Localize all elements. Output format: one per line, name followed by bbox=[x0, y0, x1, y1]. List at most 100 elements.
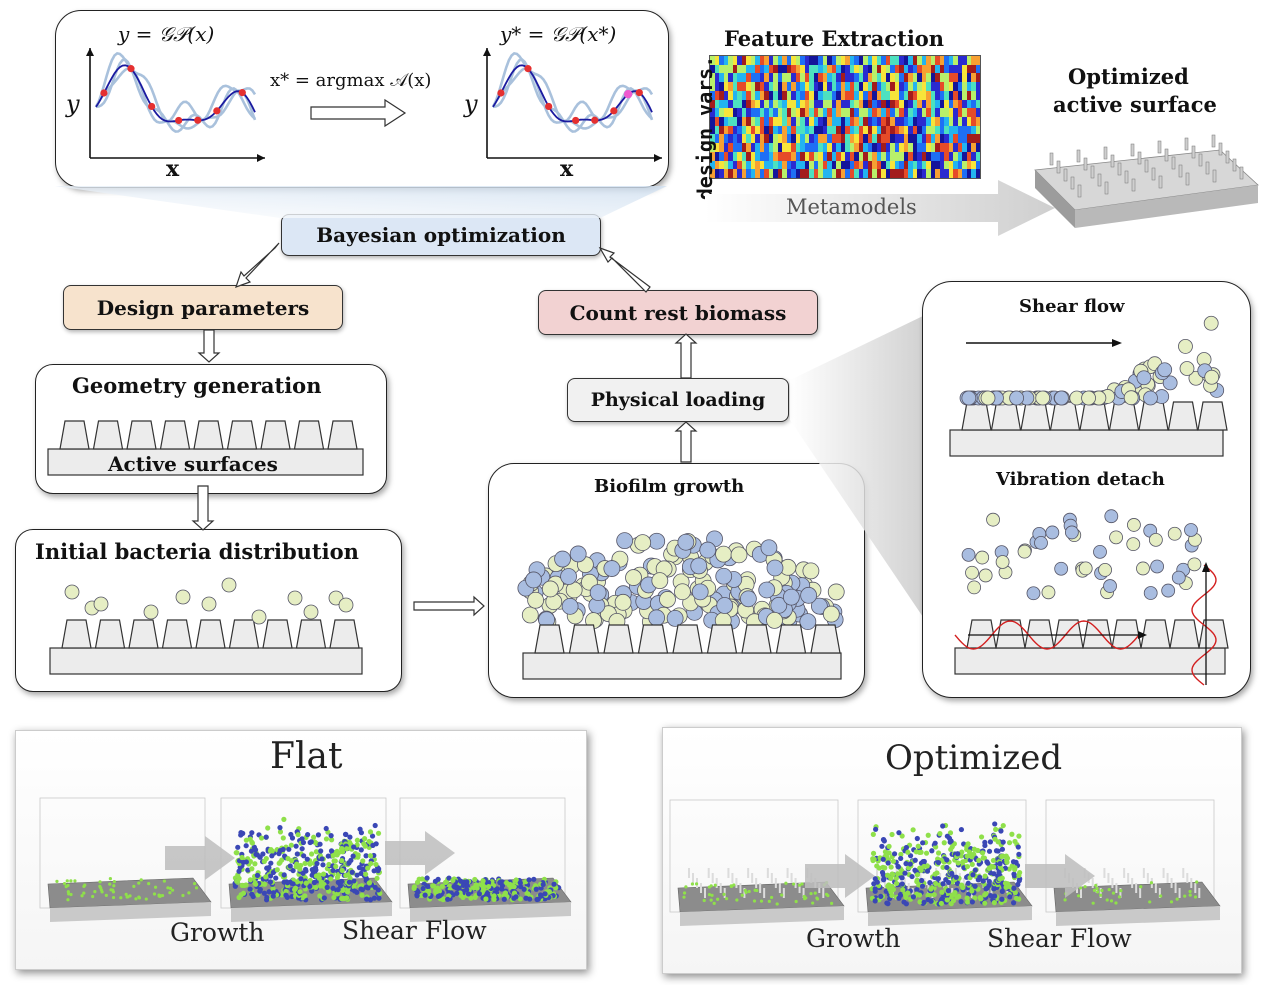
heatmap-cell bbox=[876, 82, 882, 91]
heatmap-cell bbox=[746, 125, 751, 135]
heatmap-cell bbox=[867, 73, 873, 83]
heatmap-cell bbox=[719, 90, 724, 100]
sim-cell bbox=[540, 881, 546, 888]
sim-cell bbox=[288, 831, 294, 838]
heatmap-cell bbox=[939, 82, 945, 91]
surface-peg bbox=[1184, 137, 1189, 151]
heatmap-cell bbox=[854, 125, 859, 135]
heatmap-cell bbox=[773, 99, 778, 109]
heatmap-cell bbox=[894, 64, 900, 74]
heatmap-cell bbox=[863, 64, 868, 74]
heatmap-cell bbox=[854, 108, 859, 118]
sim-cell bbox=[914, 879, 920, 885]
sim-peg bbox=[770, 873, 773, 883]
vertical-vibration-arrowhead bbox=[1202, 562, 1210, 572]
sim-cell bbox=[971, 846, 977, 852]
heatmap-cell bbox=[948, 125, 954, 135]
surface-peg bbox=[1151, 167, 1156, 181]
pillar bbox=[128, 619, 159, 649]
heatmap-cell bbox=[710, 134, 715, 144]
heatmap-cell bbox=[845, 117, 850, 126]
heatmap-cell bbox=[962, 73, 967, 83]
sim-cell bbox=[707, 892, 712, 897]
heatmap-cell bbox=[782, 134, 787, 144]
arrow-design-to-geometry bbox=[197, 329, 221, 363]
heatmap-cell bbox=[755, 160, 760, 170]
sim-plate-side bbox=[1056, 906, 1220, 926]
sim-cell bbox=[326, 861, 332, 868]
sim-cell bbox=[313, 884, 319, 890]
heatmap-cell bbox=[971, 90, 976, 100]
heatmap-cell bbox=[845, 99, 850, 109]
sample-point bbox=[194, 116, 202, 124]
sim-cell bbox=[879, 843, 885, 849]
sim-peg bbox=[755, 878, 758, 888]
heatmap-cell bbox=[750, 56, 756, 65]
heatmap-cell bbox=[971, 143, 976, 152]
sim-cell bbox=[366, 838, 372, 845]
sim-cell bbox=[313, 849, 319, 855]
heatmap-cell bbox=[831, 108, 837, 118]
heatmap-cell bbox=[872, 108, 877, 118]
sim-cell bbox=[299, 846, 305, 852]
sim-cell bbox=[982, 900, 988, 906]
sim-cell bbox=[354, 837, 360, 843]
sim-cell bbox=[308, 839, 314, 845]
heatmap-cell bbox=[719, 99, 724, 109]
bacterium bbox=[560, 568, 577, 585]
heatmap-cell bbox=[926, 73, 931, 83]
heatmap-cell bbox=[939, 125, 945, 135]
flat-growth-label: Growth bbox=[170, 918, 265, 947]
heatmap-cell bbox=[714, 90, 720, 100]
heatmap-cell bbox=[939, 151, 945, 161]
bacterium bbox=[1034, 535, 1048, 550]
pillar bbox=[1053, 619, 1084, 649]
sim-cell bbox=[976, 857, 982, 863]
pillar bbox=[672, 624, 703, 654]
bacterium bbox=[303, 604, 319, 620]
heatmap-cell bbox=[948, 160, 954, 170]
heatmap-cell bbox=[764, 82, 769, 91]
heatmap-cell bbox=[876, 73, 882, 83]
heatmap-cell bbox=[768, 108, 774, 118]
sim-cell bbox=[320, 871, 327, 877]
sim-cell bbox=[937, 831, 943, 837]
heatmap-cell bbox=[930, 125, 936, 135]
sim-cell bbox=[713, 883, 717, 887]
sim-cell bbox=[956, 893, 962, 899]
sample-point bbox=[100, 89, 108, 97]
bacterium bbox=[614, 593, 632, 611]
heatmap-cell bbox=[746, 99, 751, 109]
heatmap-cell bbox=[876, 108, 882, 118]
pillar bbox=[94, 619, 126, 649]
sim-cell bbox=[888, 889, 894, 895]
heatmap-cell bbox=[885, 125, 891, 135]
heatmap-cell bbox=[836, 134, 841, 144]
pillar bbox=[637, 624, 669, 654]
sim-cell bbox=[1109, 899, 1114, 903]
sim-cell bbox=[283, 888, 289, 895]
heatmap-cell bbox=[732, 125, 738, 135]
sim-cell bbox=[753, 888, 757, 892]
heatmap-cell bbox=[728, 108, 733, 118]
heatmap-cell bbox=[903, 151, 909, 161]
heatmap-cell bbox=[953, 64, 958, 74]
heatmap-cell bbox=[872, 143, 877, 152]
sim-cell bbox=[964, 863, 971, 870]
sim-cell bbox=[153, 885, 158, 889]
heatmap-cell bbox=[962, 134, 967, 144]
heatmap-cell bbox=[809, 82, 814, 91]
sim-cell bbox=[914, 872, 921, 878]
sim-cell bbox=[1188, 889, 1192, 894]
arrow-geometry-to-bacteria bbox=[191, 485, 215, 531]
heatmap-cell bbox=[975, 64, 980, 74]
heatmap-cell bbox=[795, 125, 801, 135]
heatmap-cell bbox=[822, 99, 828, 109]
heatmap-cell bbox=[948, 143, 954, 152]
heatmap-cell bbox=[741, 125, 747, 135]
sim-peg bbox=[711, 873, 714, 883]
sim-peg bbox=[822, 888, 825, 898]
heatmap-cell bbox=[836, 56, 841, 65]
heatmap-cell bbox=[962, 108, 967, 118]
sim-cell bbox=[293, 864, 299, 870]
